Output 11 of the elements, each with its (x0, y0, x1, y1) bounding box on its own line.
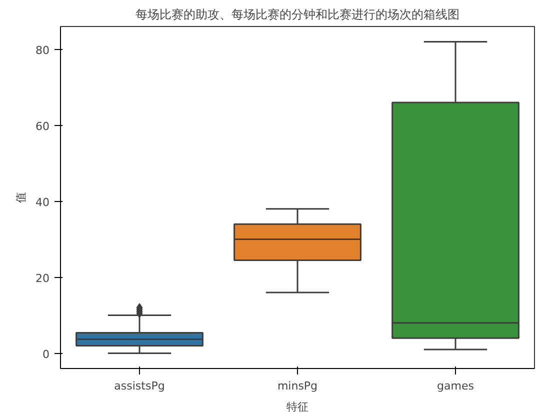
x-tick-label: minsPg (277, 380, 318, 392)
x-tick-label: assistsPg (114, 380, 165, 392)
y-axis-title: 值 (14, 192, 28, 203)
chart-title: 每场比赛的助攻、每场比赛的分钟和比赛进行的场次的箱线图 (136, 8, 460, 22)
y-tick-label: 80 (36, 44, 50, 57)
y-tick-label: 40 (36, 196, 50, 209)
x-axis-title: 特征 (286, 400, 308, 414)
x-tick-label: games (437, 380, 474, 392)
y-tick-label: 20 (36, 272, 50, 285)
y-tick-label: 0 (42, 348, 50, 361)
y-tick-label: 60 (36, 120, 50, 133)
